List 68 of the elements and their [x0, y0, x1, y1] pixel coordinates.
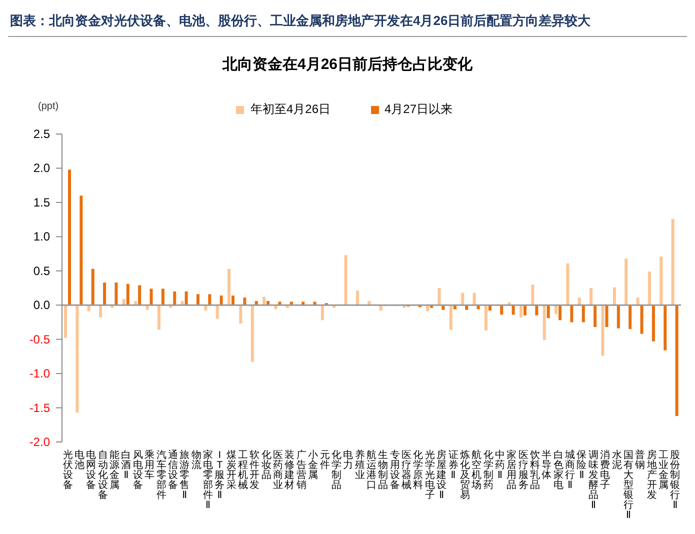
x-tick-label: 保险Ⅱ: [576, 450, 587, 481]
x-tick-label: 软件开发: [250, 449, 260, 491]
x-tick-label: 航空机场: [470, 449, 482, 491]
x-tick-label: 装修建材: [284, 449, 295, 491]
x-tick-label: 化学制品: [331, 449, 342, 491]
x-tick-label: 元件: [320, 450, 330, 471]
x-tick-label: 调味发酵品Ⅱ: [588, 449, 598, 511]
y-tick-label: -0.5: [29, 332, 50, 346]
x-tick-label: 中药Ⅱ: [494, 449, 505, 481]
y-tick-label: 2.5: [33, 127, 50, 141]
y-tick-label: -1.5: [29, 400, 50, 415]
x-tick-label: 医疗服务: [518, 450, 528, 491]
x-tick-label: 医疗器械: [402, 450, 412, 491]
x-tick-label: 普钢: [634, 449, 646, 471]
x-tick-label: 化学原料: [413, 449, 424, 491]
x-tick-label: 乘用车: [144, 449, 155, 481]
x-tick-label: 养殖业: [354, 449, 365, 481]
x-tick-label: 风电设备: [132, 450, 143, 491]
x-tick-label: 医药商业: [273, 450, 284, 491]
x-tick-label: 房地产开发: [646, 449, 657, 501]
y-axis-title: (ppt): [38, 101, 59, 112]
x-tick-label: 工程机械: [238, 450, 248, 491]
x-tick-label: 光学光电子: [424, 449, 435, 501]
y-tick-label: -2.0: [29, 435, 50, 449]
x-tick-label: 工业金属: [658, 450, 668, 491]
y-tick-label: 1.0: [33, 230, 50, 244]
x-tick-label: 广告营销: [295, 449, 306, 491]
x-tick-label: 煤炭开采: [226, 449, 236, 491]
x-tick-label: 物流: [191, 450, 202, 471]
x-tick-label: 电池: [74, 449, 85, 471]
x-tick-label: 航运港口: [366, 449, 376, 491]
legend-label: 年初至4月26日: [250, 101, 330, 118]
y-tick-label: 0.0: [33, 298, 50, 312]
x-tick-label: 半导体: [542, 449, 552, 481]
x-tick-label: 消费电子: [600, 449, 610, 491]
x-tick-label: 城商行Ⅱ: [564, 449, 576, 491]
x-tick-label: 股份制银行Ⅱ: [669, 450, 680, 511]
x-tick-label: 国有大型银行Ⅱ: [622, 450, 634, 521]
x-tick-label: 能源金属: [110, 449, 120, 491]
x-tick-label: 房屋建设Ⅱ: [436, 449, 447, 501]
x-tick-label: 家居用品: [506, 449, 517, 491]
x-tick-label: 电网设备: [86, 449, 96, 491]
x-tick-label: 光伏设备: [62, 449, 73, 491]
x-tick-label: 证券Ⅱ: [448, 449, 458, 481]
x-tick-label: 饮料乳品: [529, 450, 540, 491]
y-tick-label: 1.5: [33, 195, 50, 210]
x-tick-label: 汽车零部件: [156, 449, 166, 501]
x-tick-label: 专用设备: [390, 449, 400, 491]
y-tick-label: 2.0: [33, 161, 50, 176]
y-tick-label: 0.5: [33, 264, 50, 278]
x-tick-label: 小金属: [308, 449, 318, 481]
legend-label: 4月27日以来: [384, 101, 453, 118]
x-tick-label: 炼化及贸易: [460, 449, 470, 501]
x-tick-label: 自动化设备: [98, 449, 108, 501]
x-tick-label: IT服务Ⅱ: [214, 450, 225, 501]
x-tick-label: 化学制药: [483, 449, 494, 491]
x-tick-label: 通信设备: [168, 449, 178, 491]
x-tick-label: 水泥: [612, 449, 622, 471]
x-tick-label: 化妆品: [261, 449, 272, 481]
chart-subtitle: 北向资金在4月26日前后持仓占比变化: [221, 55, 474, 75]
x-tick-label: 白色家电: [553, 449, 564, 491]
x-tick-label: 家电零部件Ⅱ: [202, 449, 213, 511]
x-tick-label: 白酒Ⅱ: [121, 449, 132, 481]
chart-title: 图表：北向资金对光伏设备、电池、股份行、工业金属和房地产开发在4月26日前后配置方向差异较大: [8, 8, 687, 37]
y-tick-label: -1.0: [29, 366, 50, 381]
x-tick-label: 电力: [343, 449, 354, 471]
x-tick-label: 旅游零售Ⅱ: [180, 449, 190, 501]
x-tick-label: 生物制品: [378, 449, 388, 491]
